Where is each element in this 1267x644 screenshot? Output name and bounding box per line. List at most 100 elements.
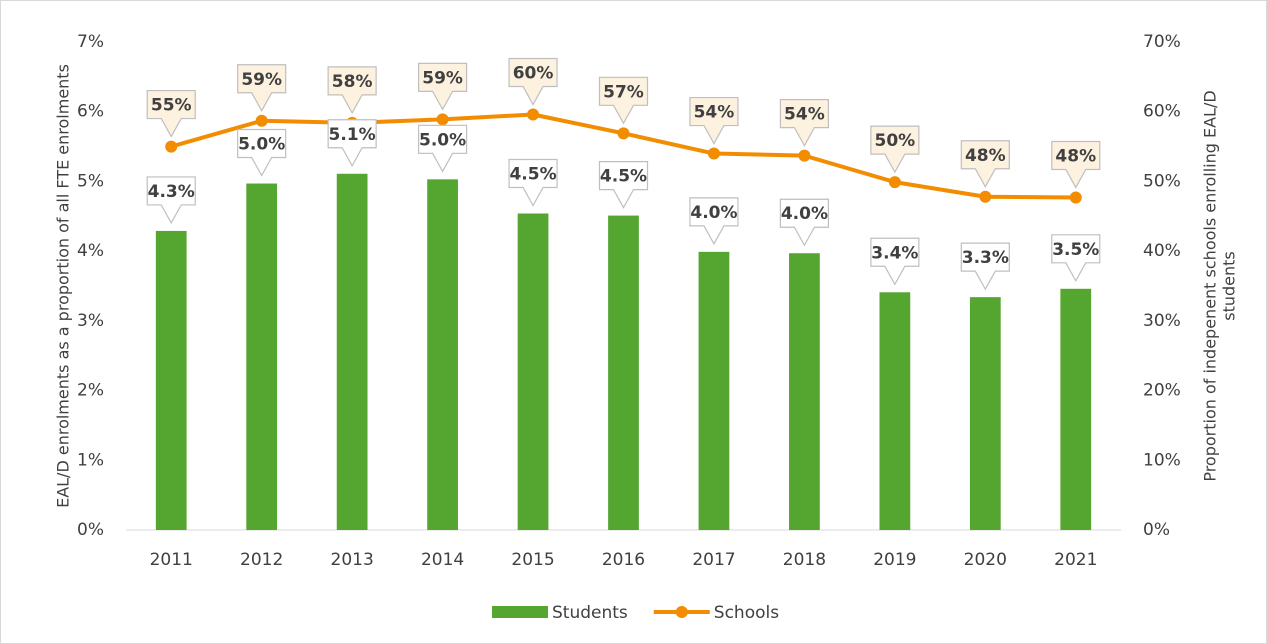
- bar: [517, 213, 549, 531]
- legend-label: Schools: [714, 603, 779, 623]
- line-marker: [888, 176, 901, 189]
- y2-tick-label: 50%: [1143, 171, 1181, 191]
- x-tick-label: 2014: [421, 550, 464, 570]
- line-label-box: [417, 62, 468, 111]
- bar: [789, 253, 820, 530]
- bar-label-box: [779, 198, 830, 247]
- legend-label: Students: [552, 603, 628, 623]
- bar-label-box: [960, 242, 1010, 291]
- line-marker: [1069, 191, 1082, 204]
- line-label-box: [146, 89, 196, 138]
- bar-label-box: [146, 176, 196, 225]
- bar-label: 4.0%: [781, 204, 828, 224]
- bar-label: 3.4%: [871, 243, 918, 263]
- bar-label-box: [237, 128, 287, 177]
- bar: [969, 297, 1001, 530]
- x-tick-label: 2012: [240, 550, 283, 570]
- x-tick-label: 2018: [783, 550, 826, 570]
- bar-label-box: [598, 160, 649, 209]
- bar: [427, 179, 458, 530]
- bar-label-box: [870, 237, 920, 286]
- y2-tick-label: 60%: [1143, 102, 1181, 122]
- x-tick-label: 2020: [964, 550, 1007, 570]
- bar-label: 4.0%: [690, 203, 737, 223]
- legend-swatch-marker: [675, 606, 688, 618]
- y-tick-label: 3%: [77, 311, 104, 331]
- x-tick-label: 2013: [331, 550, 374, 570]
- bar-label: 5.0%: [238, 135, 285, 155]
- line-marker: [165, 140, 178, 153]
- line-marker: [979, 190, 992, 203]
- y2-tick-label: 10%: [1143, 450, 1181, 470]
- y2-tick-label: 40%: [1143, 241, 1181, 261]
- line-marker: [255, 114, 268, 127]
- bar: [336, 173, 368, 530]
- line-label-box: [598, 76, 649, 125]
- line-marker: [617, 127, 630, 140]
- bar: [608, 215, 639, 531]
- line-marker: [436, 113, 449, 126]
- bar-label-box: [508, 158, 558, 207]
- line-label-box: [779, 99, 830, 147]
- bar: [879, 292, 911, 530]
- line-label-box: [1051, 140, 1101, 189]
- bar-label-box: [417, 124, 468, 173]
- bar-label-box: [327, 119, 377, 167]
- line-label: 58%: [332, 72, 373, 92]
- y-tick-label: 1%: [77, 450, 104, 470]
- bar: [246, 183, 278, 530]
- y2-tick-label: 30%: [1143, 311, 1181, 331]
- bar-label: 3.5%: [1052, 240, 1099, 260]
- line-label-box: [960, 140, 1010, 189]
- bar-label: 4.3%: [148, 182, 195, 202]
- bar-label: 4.5%: [600, 167, 647, 187]
- y2-axis-title-line: Proportion of indepenent schools enrolli…: [1200, 90, 1219, 481]
- line-label: 54%: [694, 103, 735, 123]
- x-tick-label: 2017: [692, 550, 735, 570]
- y-tick-label: 6%: [77, 102, 104, 122]
- line-label-box: [508, 57, 558, 106]
- y-tick-label: 2%: [77, 381, 104, 401]
- x-tick-label: 2011: [150, 550, 193, 570]
- y-tick-label: 7%: [77, 32, 104, 52]
- line-label-box: [237, 64, 287, 113]
- y-axis-title: EAL/D enrolments as a proportion of all …: [54, 64, 73, 508]
- y2-axis-title: Proportion of indepenent schools enrolli…: [1200, 90, 1238, 481]
- line-label: 54%: [784, 105, 825, 125]
- line-label-box: [689, 96, 739, 145]
- legend-swatch: [492, 606, 548, 618]
- line-label: 57%: [603, 82, 644, 102]
- line-label: 48%: [965, 146, 1006, 166]
- y2-tick-label: 70%: [1143, 32, 1181, 52]
- line-marker: [798, 149, 811, 162]
- line-label: 59%: [241, 70, 282, 90]
- line-label: 55%: [151, 96, 192, 116]
- line-label-box: [327, 66, 377, 115]
- bar-label-box: [689, 197, 739, 246]
- bar: [155, 230, 187, 530]
- y2-tick-label: 20%: [1143, 381, 1181, 401]
- x-tick-label: 2019: [873, 550, 916, 570]
- line-label-box: [870, 125, 920, 174]
- line-label: 48%: [1055, 146, 1096, 166]
- y-tick-label: 5%: [77, 171, 104, 191]
- bar-label: 5.1%: [329, 125, 376, 145]
- bar-label: 4.5%: [509, 164, 556, 184]
- line-marker: [707, 147, 720, 160]
- line-label: 50%: [875, 131, 916, 151]
- bar-label: 3.3%: [962, 248, 1009, 268]
- line-label: 60%: [513, 64, 554, 84]
- x-tick-label: 2021: [1054, 550, 1097, 570]
- bar-label: 5.0%: [419, 130, 466, 150]
- y2-axis-title-line: students: [1219, 251, 1238, 321]
- line-label: 59%: [422, 68, 463, 88]
- line-marker: [527, 108, 540, 121]
- bar-label-box: [1051, 234, 1101, 283]
- x-tick-label: 2015: [511, 550, 554, 570]
- bar: [1060, 288, 1092, 530]
- bar: [698, 251, 730, 530]
- y2-tick-label: 0%: [1143, 520, 1170, 540]
- x-tick-label: 2016: [602, 550, 645, 570]
